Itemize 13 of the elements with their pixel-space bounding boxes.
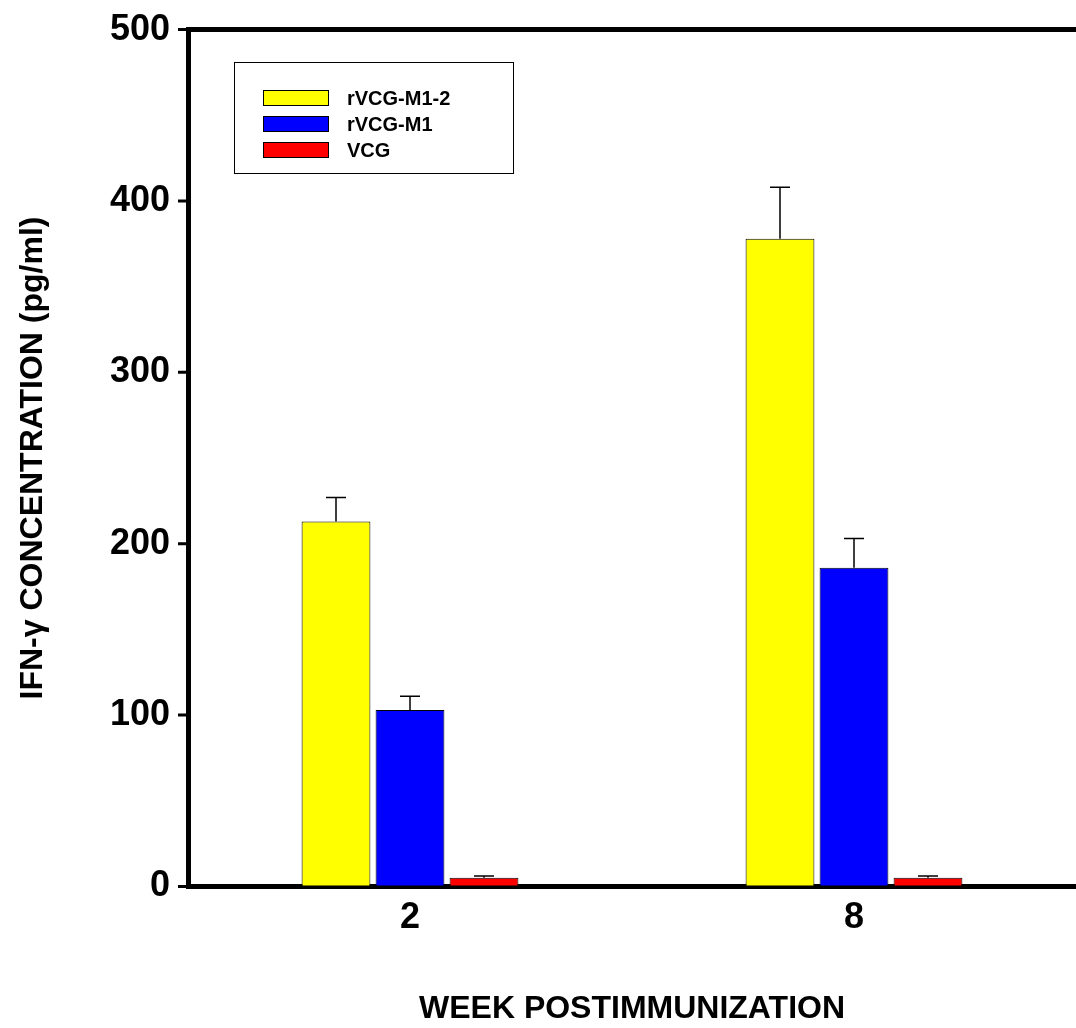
y-tick-label: 300 [109,349,170,391]
legend-label: rVCG-M1 [347,112,433,136]
legend-label: VCG [347,138,391,162]
y-tick-label: 400 [109,177,170,219]
y-tick-label: 200 [109,520,170,562]
y-tick-label: 0 [149,863,170,905]
y-tick-label: 500 [109,6,170,48]
x-tick-label: 8 [843,894,865,936]
x-tick-label: 2 [399,894,421,936]
y-tick-label: 100 [109,691,170,733]
y-axis-title: IFN-γ CONCENTRATION (pg/ml) [13,216,50,700]
legend-label: rVCG-M1-2 [347,86,451,110]
x-axis-title: WEEK POSTIMMUNIZATION [418,988,846,1025]
